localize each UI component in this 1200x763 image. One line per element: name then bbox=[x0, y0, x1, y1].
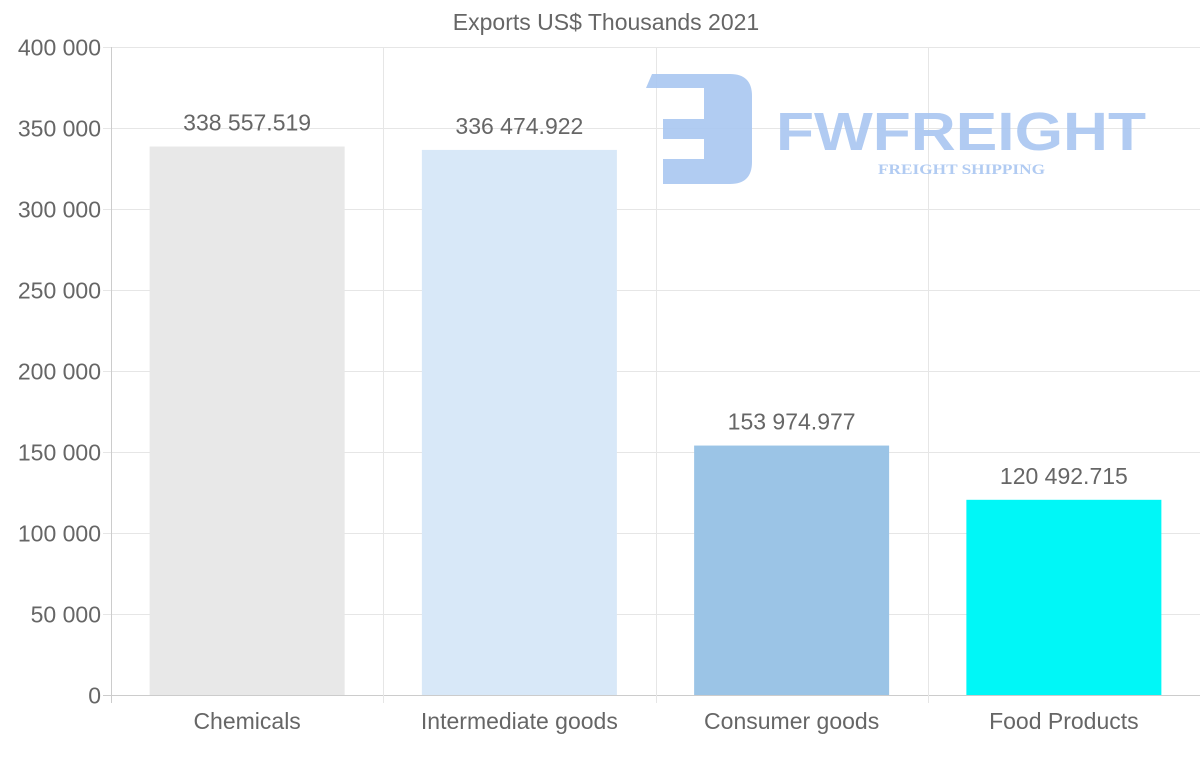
x-tick-label: Food Products bbox=[989, 708, 1139, 734]
bar-intermediate-goods bbox=[421, 149, 617, 695]
watermark-tagline: FREIGHT SHIPPING bbox=[878, 162, 1045, 178]
y-tick-label: 250 000 bbox=[18, 278, 101, 304]
y-tick-label: 200 000 bbox=[18, 359, 101, 385]
y-axis: 0 50 000 100 000 150 000 200 000 250 000 300 0… bbox=[18, 35, 101, 709]
x-tick-label: Consumer goods bbox=[704, 708, 879, 734]
bar-chemicals bbox=[149, 146, 345, 696]
watermark-logo: FWFREIGHT FREIGHT SHIPPING bbox=[646, 74, 1146, 184]
bar-food-products bbox=[966, 499, 1162, 695]
y-tick-label: 100 000 bbox=[18, 521, 101, 547]
y-tick-label: 300 000 bbox=[18, 197, 101, 223]
data-label: 338 557.519 bbox=[183, 110, 311, 136]
x-axis: Chemicals Intermediate goods Consumer good… bbox=[193, 708, 1138, 734]
y-tick-label: 50 000 bbox=[31, 602, 101, 628]
y-tick-label: 0 bbox=[88, 683, 101, 709]
y-tick-label: 150 000 bbox=[18, 440, 101, 466]
data-labels: 338 557.519 336 474.922 153 974.977 120 492… bbox=[183, 110, 1128, 489]
chart-title: Exports US$ Thousands 2021 bbox=[453, 9, 759, 35]
bars bbox=[149, 146, 1162, 696]
y-tick-label: 400 000 bbox=[18, 35, 101, 61]
data-label: 153 974.977 bbox=[728, 409, 856, 435]
logo-mark-icon bbox=[646, 74, 752, 184]
data-label: 336 474.922 bbox=[455, 113, 583, 139]
watermark-brand: FWFREIGHT bbox=[776, 102, 1146, 162]
y-tick-label: 350 000 bbox=[18, 116, 101, 142]
x-tick-label: Chemicals bbox=[193, 708, 300, 734]
x-tick-label: Intermediate goods bbox=[421, 708, 618, 734]
bar-consumer-goods bbox=[694, 445, 890, 695]
data-label: 120 492.715 bbox=[1000, 463, 1128, 489]
